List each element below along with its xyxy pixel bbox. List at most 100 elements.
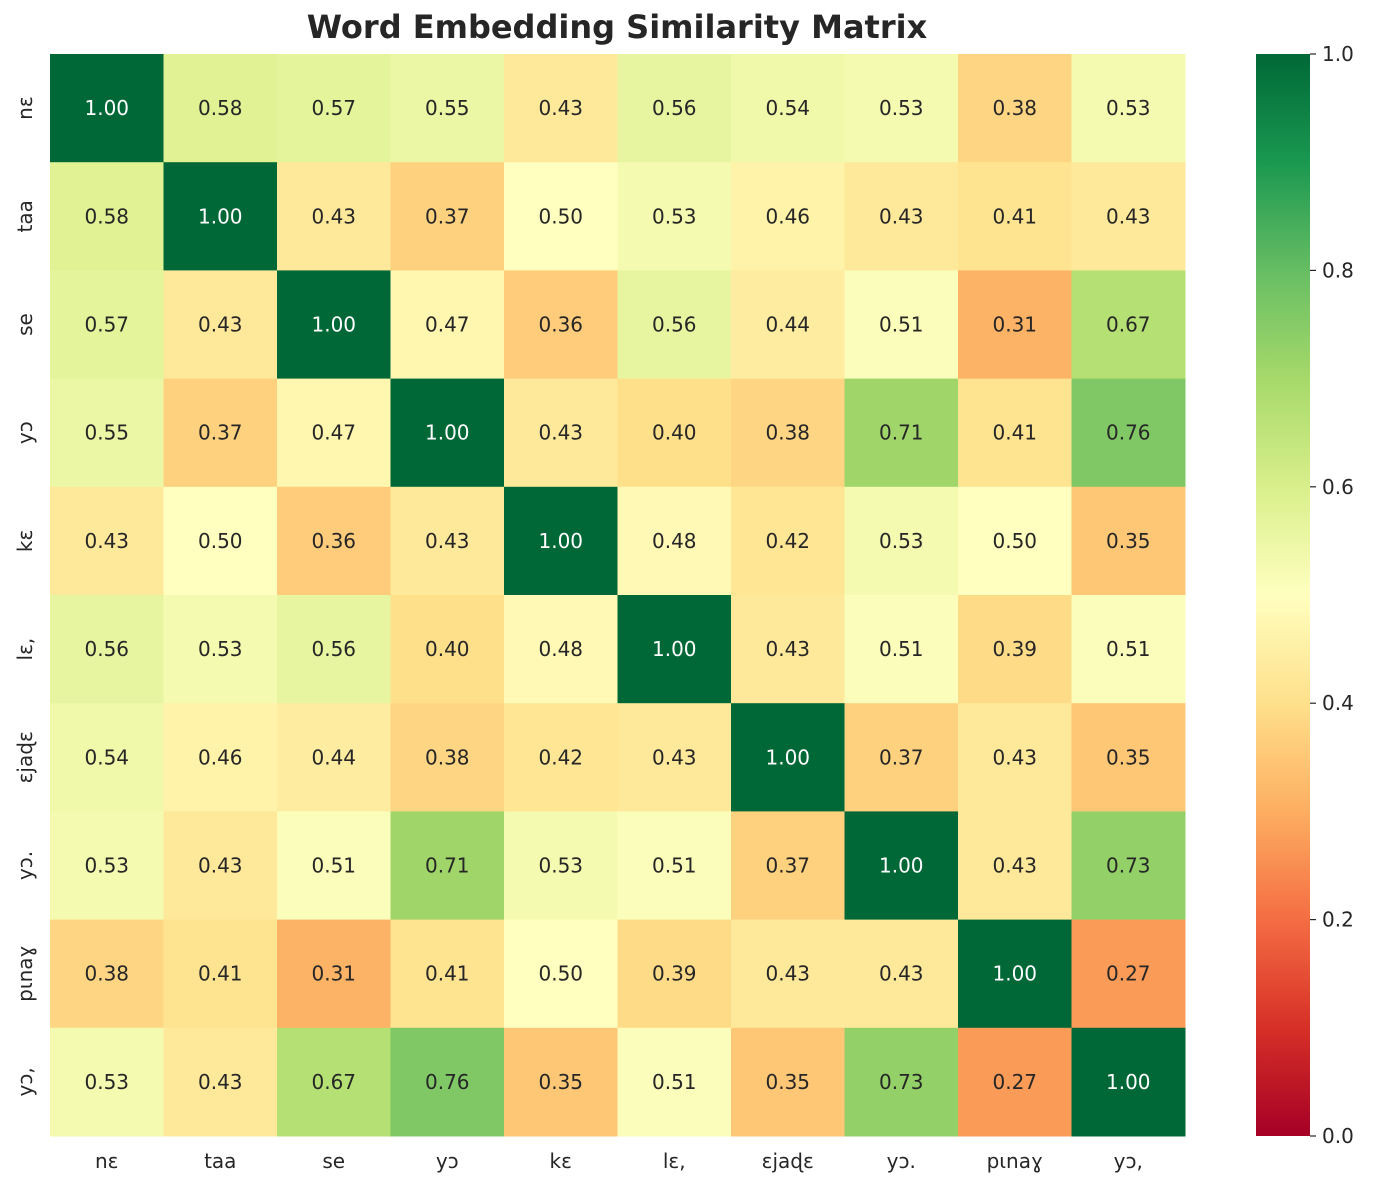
cell-value-label: 0.40 (652, 421, 697, 445)
cell-value-label: 0.41 (992, 204, 1037, 228)
heatmap-cell (617, 919, 732, 1029)
heatmap-cell (50, 486, 164, 596)
cell-value-label: 0.43 (879, 204, 924, 228)
heatmap-cell (504, 1027, 618, 1137)
heatmap-cell (277, 378, 391, 488)
x-tick-label: yɔ (436, 1149, 459, 1173)
cell-value-label: 0.56 (652, 313, 697, 337)
heatmap-cell (50, 595, 164, 704)
x-axis-ticks: nɛ taa se yɔ kɛ lɛ, ɛjaɖɛ yɔ. pɩnaɣ yɔ, (95, 1149, 1143, 1173)
cell-value-label: 0.58 (198, 96, 243, 120)
cell-value-label: 0.56 (84, 637, 129, 661)
colorbar-gradient (1256, 54, 1310, 1136)
cell-value-label: 1.00 (198, 204, 243, 228)
cell-value-label: 0.51 (879, 637, 924, 661)
heatmap-cell (390, 919, 505, 1029)
cell-value-label: 0.41 (992, 421, 1037, 445)
cell-value-label: 0.31 (992, 313, 1037, 337)
heatmap-cell (958, 919, 1072, 1029)
heatmap-cell (504, 54, 618, 163)
cell-value-label: 0.43 (538, 96, 583, 120)
heatmap-cell (390, 1027, 505, 1137)
cell-value-label: 0.36 (538, 313, 583, 337)
cell-value-label: 0.43 (879, 962, 924, 986)
y-tick-label: kɛ (13, 530, 37, 552)
heatmap-cell (277, 919, 391, 1029)
y-tick-label: yɔ. (13, 851, 37, 880)
x-tick-label: ɛjaɖɛ (762, 1149, 814, 1173)
cell-value-label: 0.76 (1106, 421, 1151, 445)
heatmap-cell (163, 270, 278, 380)
heatmap-cell (617, 486, 732, 596)
heatmap-cell (1071, 486, 1186, 596)
colorbar-tick-label: 0.2 (1322, 908, 1354, 932)
heatmap-cell (844, 595, 959, 704)
heatmap-cell (163, 486, 278, 596)
cell-value-label: 0.47 (425, 313, 470, 337)
cell-value-label: 0.67 (311, 1070, 356, 1094)
cell-value-label: 0.43 (538, 421, 583, 445)
heatmap-cell (731, 919, 845, 1029)
heatmap-cell (844, 270, 959, 380)
heatmap-cell (844, 919, 959, 1029)
cell-value-label: 0.53 (84, 854, 129, 878)
cell-value-label: 0.50 (538, 204, 583, 228)
heatmap-cell (958, 1027, 1072, 1137)
heatmap-cell (504, 270, 618, 380)
heatmap-cell (390, 595, 505, 704)
x-tick-label: kɛ (550, 1149, 572, 1173)
cell-value-label: 0.35 (538, 1070, 583, 1094)
heatmap-cell (390, 54, 505, 163)
heatmap-cell (1071, 162, 1186, 271)
cell-value-label: 0.42 (765, 529, 810, 553)
heatmap-cell (390, 270, 505, 380)
heatmap-cell (277, 1027, 391, 1137)
heatmap-cell (50, 270, 164, 380)
cell-value-label: 0.43 (1106, 204, 1151, 228)
heatmap-cell (1071, 270, 1186, 380)
cell-value-label: 0.47 (311, 421, 356, 445)
x-tick-label: lɛ, (663, 1149, 686, 1173)
cell-value-label: 0.43 (311, 204, 356, 228)
heatmap-cell (958, 486, 1072, 596)
cell-value-label: 0.76 (425, 1070, 470, 1094)
cell-value-label: 0.39 (992, 637, 1037, 661)
x-tick-label: taa (204, 1149, 236, 1173)
heatmap-cell (617, 1027, 732, 1137)
y-tick-label: pɩnaɣ (13, 946, 37, 1002)
heatmap-cell (731, 811, 845, 921)
heatmap-cell (277, 811, 391, 921)
cell-value-label: 0.53 (538, 854, 583, 878)
cell-value-label: 0.51 (1106, 637, 1151, 661)
cell-value-label: 0.38 (425, 745, 470, 769)
cell-value-label: 0.67 (1106, 313, 1151, 337)
cell-value-label: 1.00 (992, 962, 1037, 986)
cell-value-label: 1.00 (538, 529, 583, 553)
cell-value-label: 0.43 (765, 962, 810, 986)
colorbar-tick-label: 0.6 (1322, 475, 1354, 499)
heatmap-cell (844, 378, 959, 488)
x-tick-label: yɔ. (887, 1149, 916, 1173)
cell-value-label: 0.43 (84, 529, 129, 553)
heatmap-cell (277, 595, 391, 704)
heatmap-cell (50, 811, 164, 921)
colorbar-tick-label: 0.0 (1322, 1124, 1354, 1148)
heatmap-cell (731, 270, 845, 380)
cell-value-label: 0.35 (765, 1070, 810, 1094)
heatmap-cell (277, 486, 391, 596)
cell-value-label: 0.41 (198, 962, 243, 986)
heatmap-cell (390, 486, 505, 596)
cell-value-label: 0.51 (652, 854, 697, 878)
heatmap-cell (731, 162, 845, 271)
cell-value-label: 0.53 (879, 529, 924, 553)
cell-value-label: 1.00 (879, 854, 924, 878)
x-tick-label: pɩnaɣ (987, 1149, 1043, 1173)
cell-value-label: 0.35 (1106, 745, 1151, 769)
cell-value-label: 0.43 (198, 313, 243, 337)
cell-value-label: 0.43 (765, 637, 810, 661)
heatmap-cell (844, 811, 959, 921)
cell-value-label: 0.71 (425, 854, 470, 878)
y-tick-label: yɔ (13, 421, 37, 444)
cell-value-label: 0.38 (992, 96, 1037, 120)
cell-value-label: 0.58 (84, 204, 129, 228)
